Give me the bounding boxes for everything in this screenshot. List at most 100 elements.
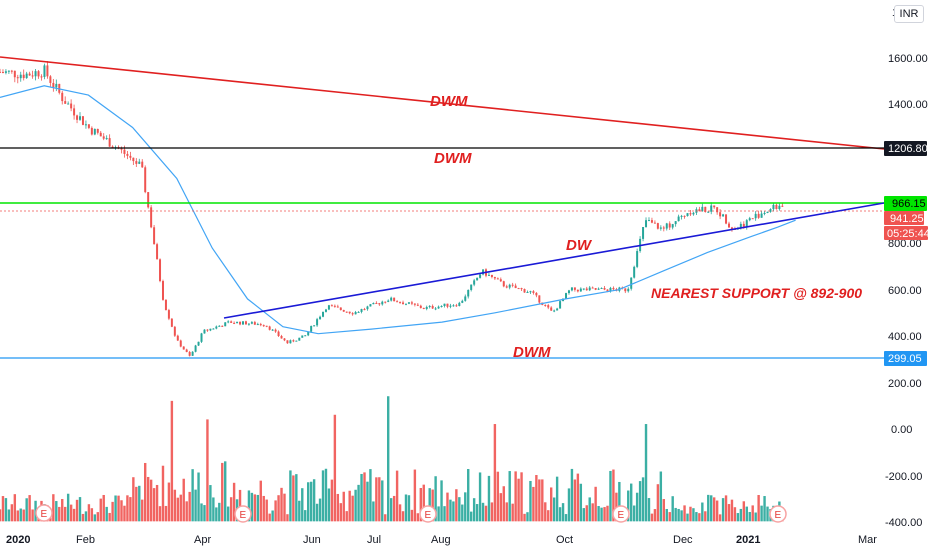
- candle: [156, 242, 159, 260]
- volume-bar: [141, 499, 144, 522]
- volume-bar: [28, 495, 31, 522]
- volume-bar: [268, 513, 271, 522]
- candle: [710, 202, 713, 215]
- volume-bar: [61, 499, 64, 522]
- volume-series: [0, 396, 784, 522]
- time-axis[interactable]: 2020 Feb Apr Jun Jul Aug Oct Dec 2021 Ma…: [6, 534, 877, 546]
- earnings-badge[interactable]: E: [35, 504, 53, 522]
- candle: [233, 321, 236, 325]
- candle: [135, 158, 138, 167]
- volume-bar: [164, 505, 168, 522]
- candle: [7, 70, 10, 74]
- candle: [544, 304, 547, 307]
- candle: [633, 265, 636, 279]
- candle: [722, 213, 725, 217]
- candle: [404, 303, 407, 306]
- volume-bar: [635, 492, 639, 522]
- volume-bar: [443, 506, 446, 522]
- volume-bar: [274, 500, 277, 522]
- volume-bar: [135, 486, 138, 522]
- volume-bar: [372, 501, 375, 522]
- volume-bar: [238, 489, 242, 522]
- candle: [725, 214, 728, 225]
- volume-bar: [668, 512, 671, 522]
- candle: [176, 334, 179, 342]
- candle: [393, 297, 396, 302]
- candle: [514, 283, 517, 289]
- candle: [28, 71, 31, 76]
- price-tick-label: -200.00: [885, 471, 922, 483]
- candle: [493, 276, 496, 281]
- volume-bar: [197, 472, 200, 522]
- volume-bar: [529, 480, 532, 522]
- volume-bar: [369, 469, 372, 522]
- candle: [508, 283, 511, 290]
- volume-bar: [7, 509, 11, 522]
- candle: [671, 223, 674, 230]
- candle: [567, 289, 570, 295]
- volume-bar: [277, 495, 280, 522]
- volume-bar: [511, 503, 514, 522]
- candle: [523, 288, 526, 293]
- volume-bar: [653, 509, 657, 522]
- candle: [313, 325, 316, 327]
- volume-bar: [558, 507, 562, 522]
- candle: [461, 299, 464, 304]
- volume-bar: [600, 507, 603, 522]
- price-axis[interactable]: 18 1600.00 1400.00 800.00 600.00 400.00 …: [885, 7, 928, 529]
- volume-bar: [437, 506, 440, 522]
- volume-bar: [718, 514, 722, 522]
- svg-text:05:25:44: 05:25:44: [887, 228, 930, 240]
- volume-bar: [114, 495, 117, 522]
- svg-text:966.15: 966.15: [892, 198, 926, 210]
- candle: [490, 274, 493, 279]
- volume-bar: [419, 487, 423, 522]
- candle: [437, 305, 440, 309]
- candle: [505, 284, 508, 289]
- volume-bar: [659, 471, 663, 522]
- volume-bar: [715, 500, 719, 522]
- volume-bar: [191, 469, 194, 522]
- volume-bar: [144, 462, 147, 522]
- volume-bar: [576, 473, 580, 522]
- earnings-badge[interactable]: E: [769, 505, 787, 523]
- candle: [413, 303, 416, 307]
- volume-bar: [686, 513, 689, 522]
- volume-bar: [392, 495, 396, 522]
- candle: [775, 203, 778, 210]
- volume-bar: [63, 506, 67, 522]
- svg-text:E: E: [775, 510, 782, 521]
- earnings-badge[interactable]: E: [234, 505, 252, 523]
- candle: [727, 221, 730, 228]
- currency-badge[interactable]: INR: [894, 5, 924, 23]
- volume-bar: [677, 508, 680, 522]
- volume-bar: [58, 506, 61, 522]
- candle: [43, 63, 46, 80]
- earnings-badge[interactable]: E: [419, 505, 437, 523]
- candle: [19, 71, 22, 82]
- candle: [182, 346, 185, 350]
- candle: [4, 69, 7, 75]
- volume-bar: [120, 500, 123, 522]
- candle: [698, 206, 701, 212]
- volume-bar: [256, 494, 260, 522]
- volume-bar: [710, 495, 713, 522]
- candle: [230, 320, 233, 323]
- volume-bar: [428, 488, 431, 522]
- volume-bar: [544, 502, 547, 522]
- volume-bar: [742, 501, 746, 522]
- candle: [627, 287, 630, 293]
- volume-bar: [478, 472, 482, 522]
- candle: [645, 217, 648, 228]
- candle: [250, 321, 253, 325]
- volume-bar: [523, 513, 526, 522]
- candle: [262, 324, 265, 327]
- candle: [90, 126, 93, 136]
- volume-bar: [505, 502, 508, 522]
- volume-bar: [262, 495, 265, 522]
- volume-bar: [606, 505, 609, 522]
- time-tick-label: Oct: [556, 534, 573, 546]
- earnings-badge[interactable]: E: [612, 505, 630, 523]
- candle: [402, 300, 405, 305]
